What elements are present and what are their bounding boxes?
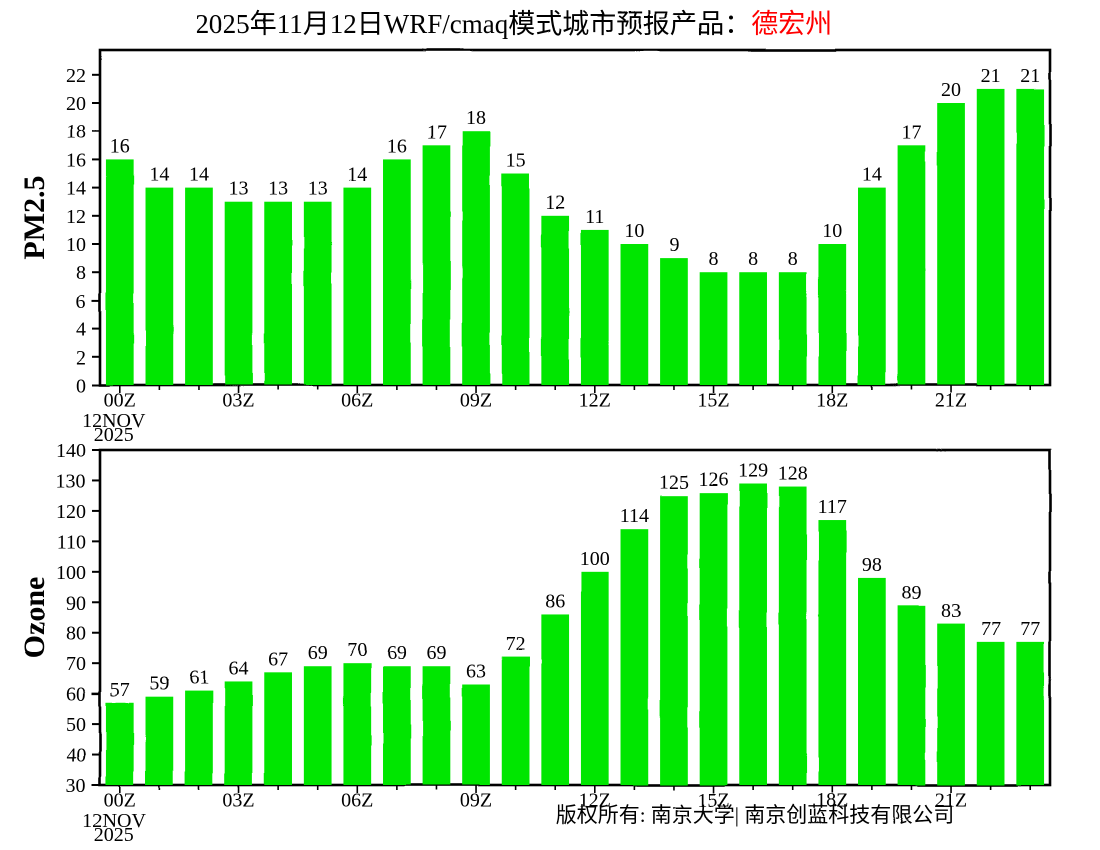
- svg-text:13: 13: [308, 178, 328, 200]
- svg-text:14: 14: [149, 164, 169, 186]
- svg-text:Ozone: Ozone: [18, 577, 51, 659]
- svg-text:70: 70: [347, 639, 367, 661]
- svg-text:77: 77: [1020, 618, 1040, 640]
- svg-text:70: 70: [66, 653, 86, 675]
- svg-text:69: 69: [387, 642, 407, 664]
- svg-text:20: 20: [66, 93, 86, 115]
- svg-text:67: 67: [268, 648, 288, 670]
- svg-text:6: 6: [76, 290, 86, 312]
- svg-text:8: 8: [788, 248, 798, 270]
- svg-text:77: 77: [981, 618, 1001, 640]
- svg-text:13: 13: [268, 178, 288, 200]
- svg-text:06Z: 06Z: [341, 790, 373, 812]
- svg-text:16: 16: [110, 135, 130, 157]
- svg-text:64: 64: [229, 657, 249, 679]
- svg-text:2025: 2025: [94, 824, 134, 846]
- svg-text:18Z: 18Z: [816, 390, 848, 412]
- svg-text:14: 14: [189, 164, 209, 186]
- svg-text:69: 69: [426, 642, 446, 664]
- svg-text:21: 21: [1020, 65, 1040, 87]
- svg-text:8: 8: [76, 262, 86, 284]
- svg-text:12: 12: [66, 206, 86, 228]
- svg-text:57: 57: [110, 679, 130, 701]
- svg-text:11: 11: [585, 206, 604, 228]
- svg-text:8: 8: [748, 248, 758, 270]
- svg-text:15: 15: [506, 150, 526, 172]
- svg-text:21: 21: [981, 65, 1001, 87]
- svg-text:03Z: 03Z: [222, 790, 254, 812]
- svg-text:13: 13: [229, 178, 249, 200]
- svg-text:126: 126: [699, 469, 729, 491]
- svg-text:PM2.5: PM2.5: [18, 175, 51, 259]
- svg-text:61: 61: [189, 667, 209, 689]
- svg-text:09Z: 09Z: [460, 790, 492, 812]
- svg-text:89: 89: [901, 581, 921, 603]
- svg-text:63: 63: [466, 661, 486, 683]
- svg-text:59: 59: [149, 673, 169, 695]
- svg-text:15Z: 15Z: [697, 390, 729, 412]
- svg-text:17: 17: [426, 121, 446, 143]
- svg-text:129: 129: [738, 460, 768, 482]
- svg-text:40: 40: [66, 745, 86, 767]
- svg-text:140: 140: [56, 440, 86, 462]
- svg-text:18: 18: [66, 121, 86, 143]
- svg-text:2: 2: [76, 347, 86, 369]
- svg-text:21Z: 21Z: [935, 390, 967, 412]
- svg-text:8: 8: [709, 248, 719, 270]
- svg-text:14: 14: [862, 164, 882, 186]
- svg-text:60: 60: [66, 684, 86, 706]
- svg-text:22: 22: [66, 65, 86, 87]
- svg-text:20: 20: [941, 79, 961, 101]
- svg-text:98: 98: [862, 554, 882, 576]
- svg-text:114: 114: [620, 505, 649, 527]
- svg-text:9: 9: [669, 234, 679, 256]
- svg-text:18: 18: [466, 107, 486, 129]
- svg-text:12Z: 12Z: [579, 390, 611, 412]
- svg-text:2025: 2025: [94, 424, 134, 446]
- svg-text:83: 83: [941, 600, 961, 622]
- svg-text:14: 14: [347, 164, 367, 186]
- svg-text:110: 110: [57, 531, 86, 553]
- svg-text:100: 100: [580, 548, 610, 570]
- svg-text:03Z: 03Z: [222, 390, 254, 412]
- svg-text:80: 80: [66, 623, 86, 645]
- svg-text:117: 117: [818, 496, 847, 518]
- svg-text:06Z: 06Z: [341, 390, 373, 412]
- svg-text:10: 10: [66, 234, 86, 256]
- svg-text:00Z: 00Z: [104, 390, 136, 412]
- svg-text:90: 90: [66, 592, 86, 614]
- svg-text:128: 128: [778, 463, 808, 485]
- svg-text:69: 69: [308, 642, 328, 664]
- svg-text:72: 72: [506, 633, 526, 655]
- svg-text:16: 16: [387, 135, 407, 157]
- svg-text:12: 12: [545, 192, 565, 214]
- svg-text:14: 14: [66, 178, 86, 200]
- svg-text:130: 130: [56, 470, 86, 492]
- svg-text:0: 0: [76, 375, 86, 397]
- svg-text:125: 125: [659, 472, 689, 494]
- svg-text:00Z: 00Z: [104, 790, 136, 812]
- svg-text:版权所有: 南京大学| 南京创蓝科技有限公司: 版权所有: 南京大学| 南京创蓝科技有限公司: [556, 803, 955, 827]
- svg-text:17: 17: [901, 121, 921, 143]
- svg-text:30: 30: [66, 775, 86, 797]
- svg-text:100: 100: [56, 562, 86, 584]
- svg-text:120: 120: [56, 501, 86, 523]
- svg-text:86: 86: [545, 590, 565, 612]
- svg-text:09Z: 09Z: [460, 390, 492, 412]
- svg-text:4: 4: [76, 319, 86, 341]
- svg-text:50: 50: [66, 714, 86, 736]
- svg-text:10: 10: [624, 220, 644, 242]
- svg-text:2025年11月12日WRF/cmaq模式城市预报产品：德宏: 2025年11月12日WRF/cmaq模式城市预报产品：德宏州: [196, 9, 832, 39]
- svg-text:16: 16: [66, 149, 86, 171]
- svg-text:10: 10: [822, 220, 842, 242]
